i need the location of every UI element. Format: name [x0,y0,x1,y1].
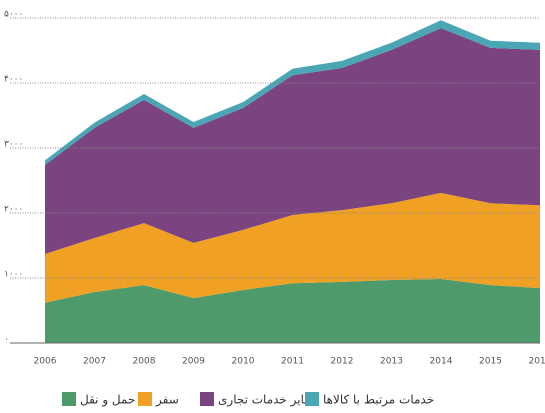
legend-swatch [138,392,152,406]
y-tick-label: ۱۰۰۰ [4,270,23,280]
x-tick-label: 2016 [529,357,545,367]
legend-label: سفر [155,393,179,408]
x-tick-label: 2009 [182,357,205,367]
y-tick-label: ۴۰۰۰ [4,75,23,85]
legend-swatch [200,392,214,406]
x-tick-label: 2013 [380,357,403,367]
x-tick-label: 2015 [479,357,502,367]
legend-swatch [305,392,319,406]
x-tick-label: 2007 [83,357,106,367]
x-tick-label: 2006 [34,357,57,367]
x-tick-label: 2008 [133,357,156,367]
legend-label: خدمات مرتبط با کالاها [323,393,434,408]
x-tick-label: 2014 [430,357,453,367]
x-tick-label: 2010 [232,357,255,367]
area [45,278,540,343]
legend-swatch [62,392,76,406]
x-tick-label: 2011 [281,357,304,367]
y-tick-label: ۰ [4,335,9,345]
y-tick-label: ۳۰۰۰ [4,140,23,150]
y-tick-label: ۵۰۰۰ [4,10,23,20]
x-tick-label: 2012 [331,357,354,367]
legend-label: سایر خدمات تجاری [218,393,314,408]
legend-label: حمل و نقل [80,393,135,408]
y-tick-label: ۲۰۰۰ [4,205,23,215]
area [45,28,540,254]
area [45,192,540,303]
